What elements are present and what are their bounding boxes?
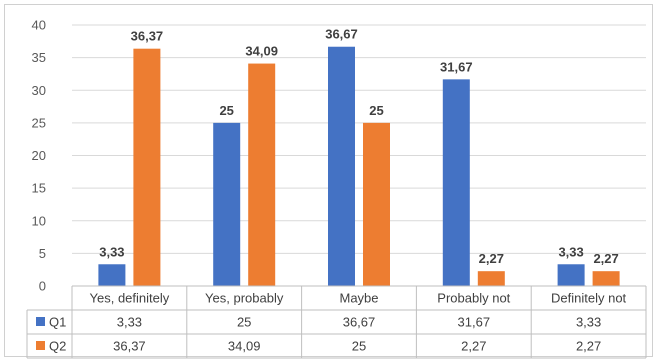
data-label-q1-2: 36,67 (325, 27, 358, 42)
data-label-q1-4: 3,33 (558, 244, 583, 259)
data-label-q2-0: 36,37 (131, 29, 164, 44)
bar-q2-1 (248, 63, 276, 287)
y-tick-label: 20 (32, 148, 46, 163)
legend-key-q1 (36, 317, 45, 326)
data-labels: 3,33 25 36,67 31,67 3,33 36,37 34,09 25 2,27 2,27 (99, 27, 619, 266)
data-label-q2-2: 25 (369, 103, 383, 118)
data-label-q1-1: 25 (219, 103, 233, 118)
y-tick-label: 10 (32, 213, 46, 228)
y-tick-label: 35 (32, 50, 46, 65)
data-label-q2-3: 2,27 (479, 251, 504, 266)
category-label: Maybe (339, 291, 378, 306)
bars (98, 46, 620, 287)
table-cell: 3,33 (117, 315, 142, 330)
table-cell: 36,37 (113, 339, 146, 354)
table-cell: 34,09 (228, 339, 261, 354)
category-label: Definitely not (551, 291, 627, 306)
category-label: Yes, probably (205, 291, 284, 306)
table-cell: 2,27 (576, 339, 601, 354)
table-cell: 3,33 (576, 315, 601, 330)
bar-q1-2 (328, 46, 355, 287)
y-tick-label: 5 (39, 246, 46, 261)
category-label: Yes, definitely (90, 291, 170, 306)
bar-q1-4 (557, 264, 585, 286)
bar-q2-0 (133, 48, 161, 287)
bar-q1-1 (213, 122, 241, 286)
y-tick-label: 15 (32, 181, 46, 196)
y-axis-ticks: 0 5 10 15 20 25 30 35 40 (32, 18, 46, 294)
data-label-q2-1: 34,09 (245, 44, 278, 59)
y-tick-label: 40 (32, 18, 46, 33)
data-table: Yes, definitely Yes, probably Maybe Probabl… (26, 285, 647, 359)
y-tick-label: 25 (32, 115, 46, 130)
table-cell: 25 (352, 339, 366, 354)
y-tick-label: 0 (39, 279, 46, 294)
data-label-q2-4: 2,27 (593, 251, 618, 266)
category-label: Probably not (437, 291, 510, 306)
bar-q1-3 (442, 79, 470, 287)
bar-q2-4 (592, 271, 620, 286)
legend-label-q1: Q1 (49, 315, 66, 330)
data-label-q1-0: 3,33 (99, 244, 124, 259)
bar-q2-2 (363, 122, 390, 286)
table-cell: 2,27 (461, 339, 486, 354)
bar-q1-0 (98, 264, 126, 286)
legend-label-q2: Q2 (49, 339, 66, 354)
bar-q2-3 (477, 271, 505, 286)
table-cell: 36,67 (343, 315, 376, 330)
legend-key-q2 (36, 341, 45, 350)
y-tick-label: 30 (32, 83, 46, 98)
table-cell: 31,67 (458, 315, 491, 330)
data-label-q1-3: 31,67 (440, 59, 473, 74)
table-cell: 25 (237, 315, 251, 330)
